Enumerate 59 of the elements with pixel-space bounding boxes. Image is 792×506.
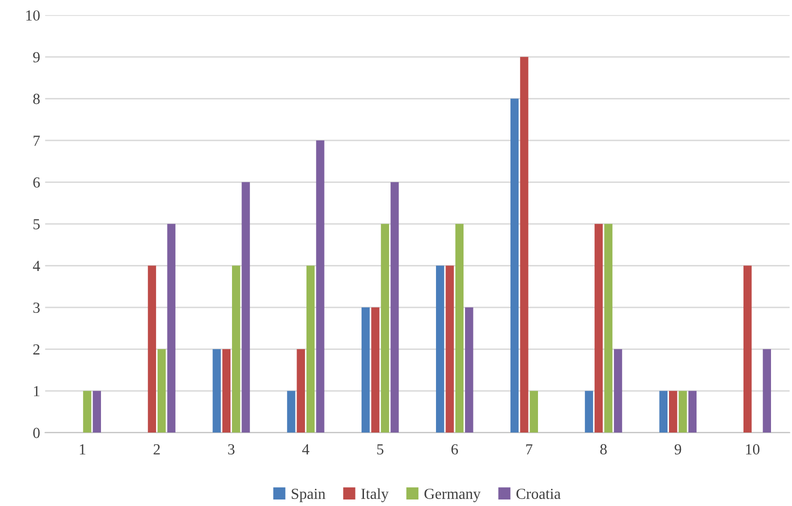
x-tick-label: 9 (674, 444, 682, 454)
bar (669, 390, 678, 433)
x-tick-label: 7 (526, 444, 532, 454)
bar (614, 349, 622, 433)
x-tick-label: 1 (80, 444, 86, 454)
bar (148, 266, 156, 433)
y-tick-label: 10 (26, 10, 40, 21)
bar (743, 266, 752, 433)
bar (465, 307, 474, 433)
x-tick-label: 3 (228, 444, 234, 454)
bar (510, 98, 519, 433)
bar (92, 390, 101, 433)
bar (242, 182, 250, 433)
bar (83, 390, 92, 433)
bar (222, 349, 231, 433)
x-tick-label: 8 (600, 444, 607, 454)
bar (436, 266, 444, 433)
bar (380, 224, 390, 433)
bar (371, 307, 380, 433)
bar (232, 266, 240, 433)
bar (455, 224, 464, 433)
bar (158, 349, 166, 433)
bar (390, 182, 399, 433)
x-tick-label: 2 (154, 444, 160, 454)
legend-label: Germany (424, 488, 481, 502)
x-tick-label: 4 (302, 444, 310, 454)
bar (584, 390, 594, 433)
bar (446, 266, 454, 433)
bar (316, 140, 324, 433)
y-tick-label: 3 (33, 302, 40, 313)
legend-label: Spain (292, 488, 326, 502)
bar (296, 349, 305, 433)
y-tick-label: 9 (33, 52, 40, 62)
y-tick-label: 4 (32, 260, 40, 271)
x-tick-label: 6 (451, 444, 458, 454)
bar (287, 390, 296, 433)
y-tick-label: 1 (34, 386, 40, 396)
bar (362, 307, 370, 433)
y-tick-label: 2 (33, 344, 40, 354)
bar (594, 224, 603, 433)
bar (688, 390, 697, 433)
bar (530, 390, 538, 433)
bar (212, 349, 221, 433)
bar (520, 56, 528, 433)
y-tick-label: 7 (34, 136, 40, 146)
bar (678, 390, 687, 433)
bar (762, 349, 772, 433)
bar (659, 390, 668, 433)
x-tick-label: 5 (377, 444, 384, 454)
y-tick-label: 8 (33, 94, 40, 104)
bar (604, 224, 612, 433)
legend-label: Italy (361, 488, 389, 502)
x-tick-label: 10 (746, 444, 760, 454)
y-tick-label: 0 (33, 428, 40, 438)
bar (167, 224, 176, 433)
y-tick-label: 5 (34, 219, 40, 230)
legend-label: Croatia (516, 488, 561, 499)
bar (306, 266, 315, 433)
y-tick-label: 6 (33, 177, 40, 188)
